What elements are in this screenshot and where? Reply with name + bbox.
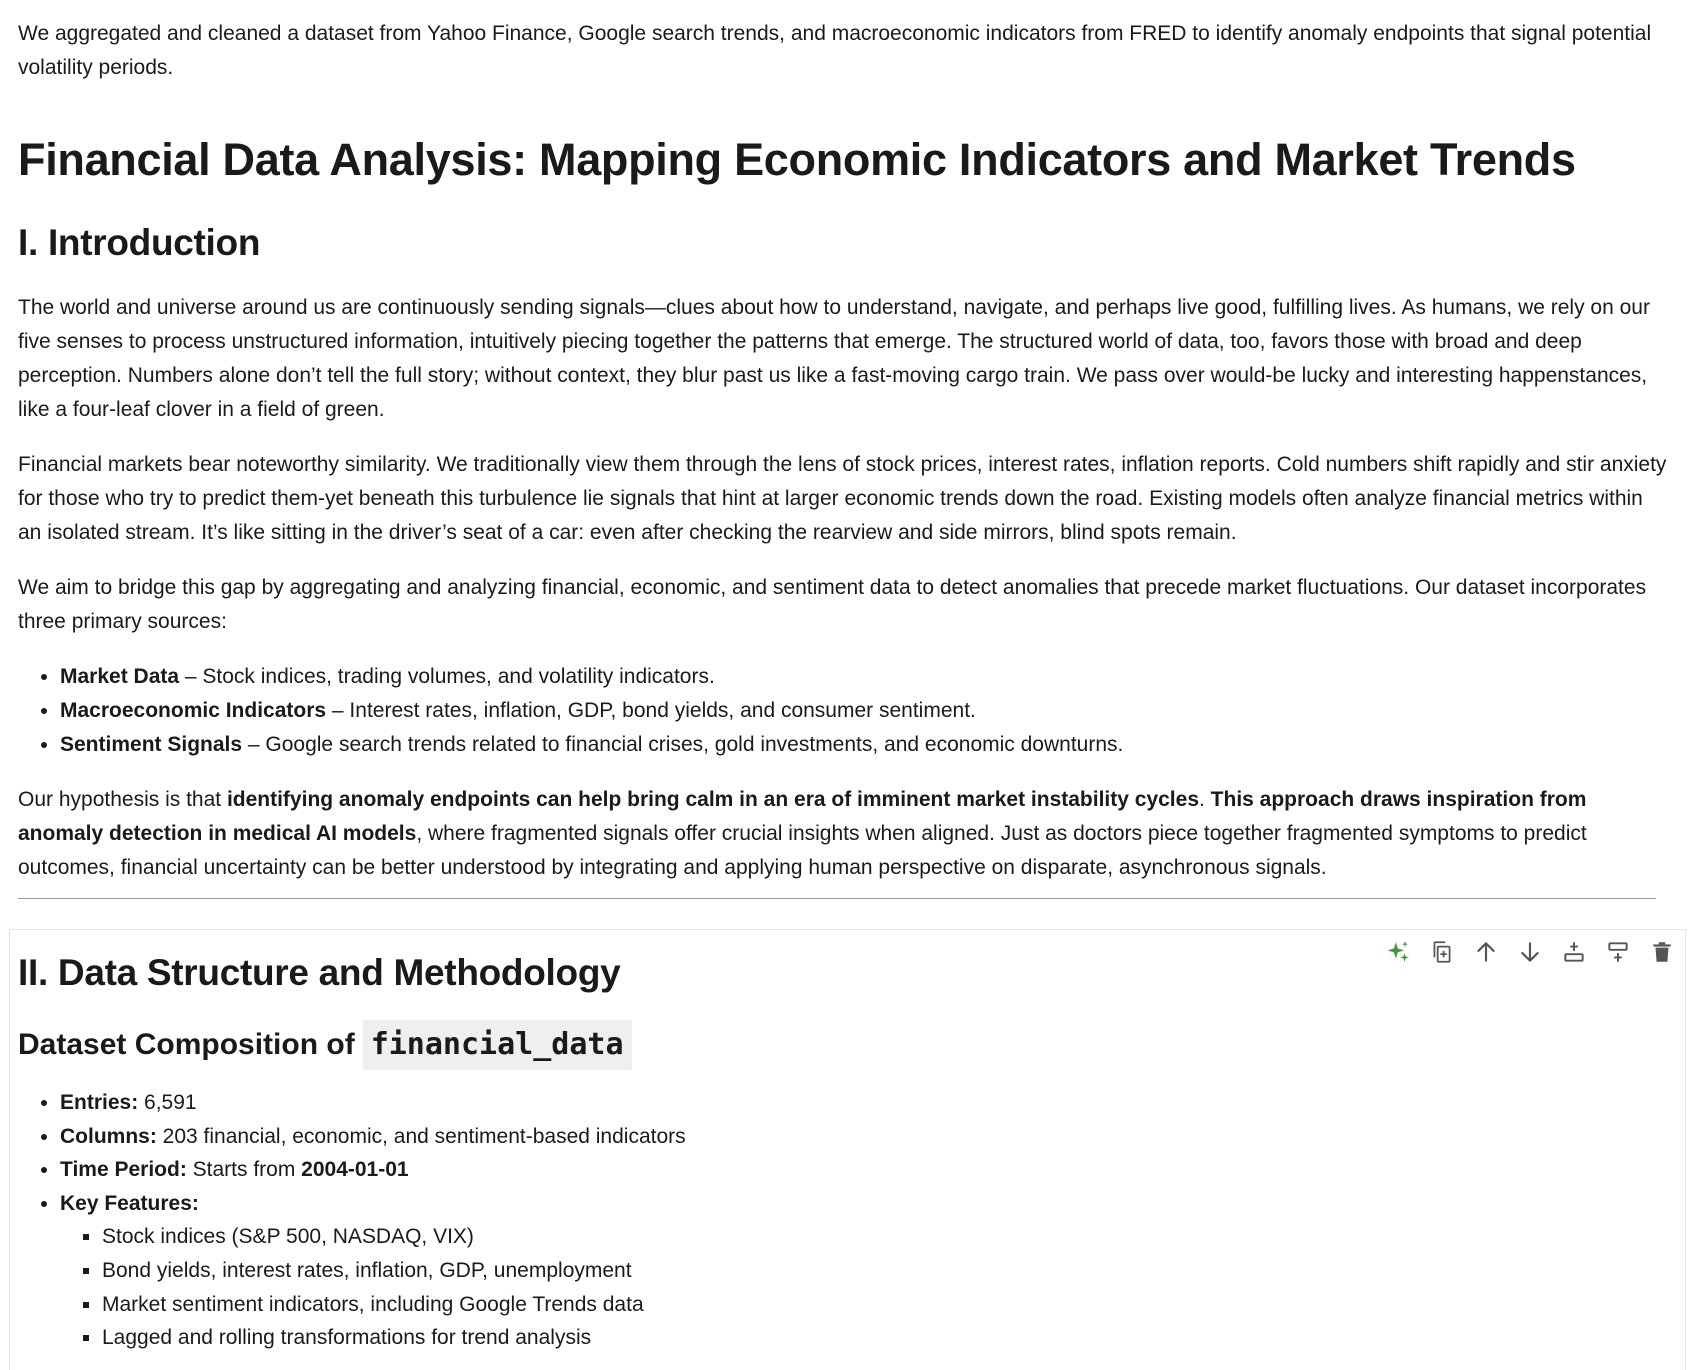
hypothesis-bold-1: identifying anomaly endpoints can help b… bbox=[226, 788, 1199, 811]
columns-label: Columns: bbox=[60, 1124, 157, 1148]
markdown-cell-selected[interactable]: II. Data Structure and Methodology Datas… bbox=[9, 929, 1686, 1370]
section-heading-methodology: II. Data Structure and Methodology bbox=[18, 952, 621, 993]
cell-toolbar bbox=[1383, 937, 1677, 967]
horizontal-rule bbox=[18, 898, 1656, 899]
list-item: Entries: 6,591 bbox=[60, 1086, 1618, 1120]
move-down-button[interactable] bbox=[1515, 937, 1545, 967]
hypothesis-bold-2: This approach draws inspiration from ano… bbox=[18, 788, 1587, 845]
insert-above-button[interactable] bbox=[1559, 937, 1589, 967]
intro-paragraph-3: We aim to bridge this gap by aggregating… bbox=[18, 576, 1647, 633]
list-item-text: – Google search trends related to financ… bbox=[242, 733, 1124, 756]
move-up-button[interactable] bbox=[1471, 937, 1501, 967]
duplicate-cell-button[interactable] bbox=[1427, 937, 1457, 967]
intro-paragraph-1: The world and universe around us are con… bbox=[18, 296, 1650, 421]
list-item: Key Features: Stock indices (S&P 500, NA… bbox=[60, 1187, 1618, 1355]
hypothesis-start: Our hypothesis is that bbox=[18, 788, 227, 811]
period-text: Starts from bbox=[186, 1158, 302, 1182]
list-item: Stock indices (S&P 500, NASDAQ, VIX) bbox=[102, 1220, 1618, 1254]
page-title: Financial Data Analysis: Mapping Economi… bbox=[18, 134, 1576, 185]
list-item: Sentiment Signals – Google search trends… bbox=[60, 728, 1668, 762]
list-item: Market Data – Stock indices, trading vol… bbox=[60, 660, 1668, 694]
list-item: Market sentiment indicators, including G… bbox=[102, 1288, 1618, 1322]
columns-value: 203 financial, economic, and sentiment-b… bbox=[156, 1124, 686, 1148]
period-value: 2004-01-01 bbox=[301, 1158, 409, 1182]
list-item-text: – Stock indices, trading volumes, and vo… bbox=[179, 665, 715, 688]
list-item-bold: Sentiment Signals bbox=[60, 733, 243, 756]
ai-sparkle-button[interactable] bbox=[1383, 937, 1413, 967]
insert-above-icon bbox=[1564, 942, 1584, 962]
delete-icon bbox=[1653, 942, 1671, 962]
inline-code: financial_data bbox=[362, 1020, 632, 1070]
dataset-list: Entries: 6,591 Columns: 203 financial, e… bbox=[18, 1086, 1618, 1355]
insert-below-icon bbox=[1608, 942, 1628, 962]
move-down-icon bbox=[1521, 942, 1539, 962]
entries-value: 6,591 bbox=[138, 1091, 197, 1114]
list-item-bold: Macroeconomic Indicators bbox=[60, 699, 327, 722]
subheading-text: Dataset Composition of bbox=[18, 1028, 355, 1061]
list-item-bold: Market Data bbox=[60, 665, 180, 688]
features-label: Key Features: bbox=[60, 1191, 199, 1215]
list-item: Columns: 203 financial, economic, and se… bbox=[60, 1120, 1618, 1154]
list-item: Bond yields, interest rates, inflation, … bbox=[102, 1254, 1618, 1288]
dataset-details: Entries: 6,591 Columns: 203 financial, e… bbox=[18, 1086, 1618, 1355]
list-item-text: – Interest rates, inflation, GDP, bond y… bbox=[326, 699, 976, 722]
entries-label: Entries: bbox=[60, 1091, 139, 1114]
hypothesis-end: , where fragmented signals offer crucial… bbox=[18, 822, 1587, 879]
period-label: Time Period: bbox=[60, 1158, 187, 1182]
dataset-composition-heading: Dataset Composition of financial_data bbox=[18, 1020, 632, 1070]
list-item: Macroeconomic Indicators – Interest rate… bbox=[60, 694, 1668, 728]
hypothesis-paragraph: Our hypothesis is that identifying anoma… bbox=[18, 783, 1668, 885]
introduction-body: The world and universe around us are con… bbox=[18, 291, 1668, 906]
insert-below-button[interactable] bbox=[1603, 937, 1633, 967]
features-list: Stock indices (S&P 500, NASDAQ, VIX) Bon… bbox=[60, 1220, 1618, 1354]
hypothesis-mid: . bbox=[1199, 788, 1211, 811]
delete-cell-button[interactable] bbox=[1647, 937, 1677, 967]
intro-paragraph-2: Financial markets bear noteworthy simila… bbox=[18, 453, 1667, 544]
source-list: Market Data – Stock indices, trading vol… bbox=[18, 660, 1668, 762]
section-heading-introduction: I. Introduction bbox=[18, 222, 261, 263]
move-up-icon bbox=[1477, 942, 1495, 962]
list-item: Time Period: Starts from 2004-01-01 bbox=[60, 1153, 1618, 1187]
duplicate-icon bbox=[1433, 941, 1451, 963]
intro-note: We aggregated and cleaned a dataset from… bbox=[18, 22, 1652, 79]
list-item: Lagged and rolling transformations for t… bbox=[102, 1321, 1618, 1355]
sparkle-icon bbox=[1387, 941, 1409, 962]
